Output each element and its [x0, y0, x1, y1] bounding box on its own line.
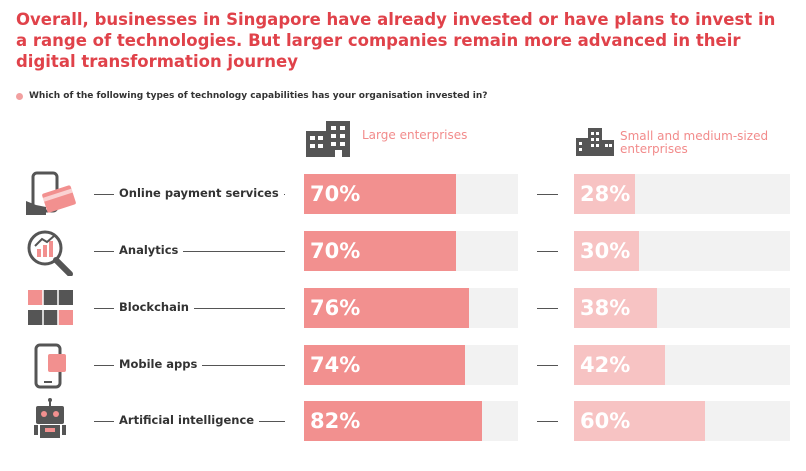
- bar-large-enterprises: 76%: [304, 288, 469, 328]
- bar-track: 76%: [304, 288, 518, 328]
- group-dash: [537, 365, 558, 366]
- bar-large-enterprises: 82%: [304, 401, 482, 441]
- value-label-sme: 60%: [580, 409, 631, 433]
- bar-large-enterprises: 70%: [304, 231, 456, 271]
- bar-track: 60%: [574, 401, 790, 441]
- category-label: Blockchain: [114, 300, 194, 314]
- large-building-icon: [306, 121, 350, 157]
- category-label: Mobile apps: [114, 357, 203, 371]
- label-rule: [94, 251, 285, 252]
- chart-title: Overall, businesses in Singapore have al…: [16, 10, 776, 71]
- group-dash: [537, 251, 558, 252]
- value-label-large: 70%: [310, 239, 361, 263]
- legend-large: Large enterprises: [362, 128, 468, 142]
- question-text: Which of the following types of technolo…: [29, 91, 488, 101]
- value-label-large: 76%: [310, 296, 361, 320]
- bar-large-enterprises: 70%: [304, 174, 456, 214]
- value-label-large: 70%: [310, 182, 361, 206]
- bar-sme: 30%: [574, 231, 639, 271]
- mobile-icon: [34, 343, 66, 389]
- bar-track: 42%: [574, 345, 790, 385]
- bar-track: 28%: [574, 174, 790, 214]
- value-label-sme: 30%: [580, 239, 631, 263]
- bullet-dot-icon: [16, 92, 23, 100]
- category-label: Online payment services: [114, 186, 284, 200]
- robot-icon: [34, 398, 66, 438]
- analytics-icon: [27, 230, 73, 276]
- bar-track: 70%: [304, 231, 518, 271]
- bar-sme: 28%: [574, 174, 635, 214]
- bar-sme: 38%: [574, 288, 657, 328]
- group-dash: [537, 308, 558, 309]
- sme-building-icon: [576, 128, 614, 156]
- value-label-large: 82%: [310, 409, 361, 433]
- bar-track: 82%: [304, 401, 518, 441]
- bar-track: 70%: [304, 174, 518, 214]
- large-enterprises-header: Large enterprises: [306, 121, 467, 162]
- sme-header: Small and medium-sized enterprises: [576, 128, 768, 161]
- bar-sme: 42%: [574, 345, 665, 385]
- value-label-sme: 38%: [580, 296, 631, 320]
- legend-sme: Small and medium-sized enterprises: [620, 129, 769, 156]
- bar-sme: 60%: [574, 401, 705, 441]
- category-label: Artificial intelligence: [114, 413, 260, 427]
- group-dash: [537, 421, 558, 422]
- payment-icon: [26, 171, 76, 215]
- blockchain-icon: [28, 290, 73, 325]
- value-label-sme: 28%: [580, 182, 631, 206]
- group-dash: [537, 194, 558, 195]
- category-label: Analytics: [114, 243, 184, 257]
- bar-track: 74%: [304, 345, 518, 385]
- bar-track: 30%: [574, 231, 790, 271]
- bar-track: 38%: [574, 288, 790, 328]
- value-label-large: 74%: [310, 353, 361, 377]
- bar-large-enterprises: 74%: [304, 345, 465, 385]
- question: Which of the following types of technolo…: [16, 91, 487, 101]
- value-label-sme: 42%: [580, 353, 631, 377]
